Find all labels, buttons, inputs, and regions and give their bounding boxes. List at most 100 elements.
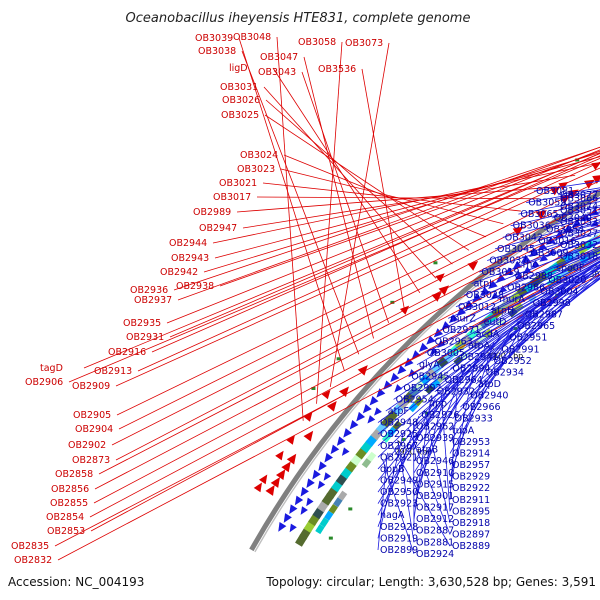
reverse-gene-label: OB3019: [481, 267, 519, 278]
leader-line-reverse: [413, 291, 557, 439]
forward-gene-label: OB3047: [260, 52, 298, 63]
reverse-gene-label: nagA: [380, 510, 405, 521]
leader-line-reverse: [533, 180, 600, 192]
forward-gene-label: OB2947: [199, 223, 237, 234]
reverse-gene-arrow: [349, 419, 359, 430]
reverse-gene-label: OB2923: [380, 499, 418, 510]
forward-gene-arrow: [265, 484, 275, 496]
reverse-gene-label: OB2986: [507, 283, 545, 294]
reverse-gene-label: dppB: [380, 464, 405, 475]
reverse-gene-label: OB2910: [416, 468, 454, 479]
forward-gene-label: OB2937: [134, 295, 172, 306]
cog-category-block: [424, 384, 435, 395]
leader-line-forward: [276, 36, 304, 421]
reverse-gene-arrow: [498, 285, 508, 294]
forward-gene-label: OB3024: [240, 150, 278, 161]
leader-line-reverse: [382, 458, 415, 554]
reverse-gene-label: OB2895: [452, 506, 490, 517]
scale-tick-label: 3000 kbp: [486, 352, 524, 361]
forward-gene-label: OB2854: [46, 512, 84, 523]
forward-gene-label: OB2855: [50, 498, 88, 509]
reverse-gene-label: atpB: [416, 445, 438, 456]
forward-gene-arrow: [303, 412, 313, 422]
forward-gene-label: OB3073: [345, 38, 383, 49]
reverse-gene-label: OB2963: [435, 337, 473, 348]
reverse-gene-label: OB2966: [462, 402, 500, 413]
reverse-gene-arrow: [306, 497, 314, 507]
reverse-gene-label: OB2945: [411, 371, 449, 382]
leader-line-reverse: [514, 274, 600, 327]
forward-gene-arrow: [258, 474, 268, 485]
leader-line-reverse: [413, 320, 519, 462]
cog-category-block: [495, 318, 506, 328]
reverse-gene-arrow: [324, 452, 333, 463]
rna-feature-marker: [575, 158, 580, 162]
leader-line-reverse: [546, 256, 600, 281]
reverse-gene-label: OB2987: [525, 310, 563, 321]
leader-line-forward: [116, 180, 600, 416]
reverse-gene-label: OB2924: [416, 549, 454, 560]
cog-category-block: [324, 510, 334, 521]
leader-line-reverse: [467, 270, 600, 396]
reverse-gene-label: tupA: [452, 425, 475, 436]
forward-gene-label: OB2943: [171, 253, 209, 264]
leader-line-reverse: [475, 274, 600, 385]
reverse-gene-label: OB2949: [380, 476, 418, 487]
reverse-gene-arrow: [490, 291, 500, 300]
leader-line-reverse: [449, 281, 571, 431]
leader-line-forward: [238, 37, 345, 371]
reverse-gene-label: atpH: [491, 306, 514, 317]
reverse-gene-label: OB3005: [427, 348, 465, 359]
forward-gene-arrow: [275, 469, 286, 481]
reverse-gene-arrow: [336, 436, 346, 446]
reverse-gene-label: atpI: [474, 279, 492, 290]
reverse-gene-label: upp: [429, 398, 447, 409]
forward-gene-label: OB2942: [160, 267, 198, 278]
reverse-gene-label: OB3059: [528, 198, 566, 209]
reverse-gene-arrow: [404, 357, 414, 367]
leader-line-forward: [93, 235, 600, 504]
reverse-gene-arrow: [426, 335, 436, 345]
reverse-gene-label: OB2939: [416, 433, 454, 444]
reverse-gene-arrow: [411, 350, 421, 360]
leader-line-forward: [263, 86, 437, 279]
reverse-gene-label: spo0F: [556, 263, 584, 274]
reverse-gene-arrow: [374, 407, 382, 416]
reverse-gene-label: OB2918: [452, 518, 490, 529]
leader-line-forward: [242, 174, 576, 229]
forward-gene-label: OB2938: [176, 281, 214, 292]
reverse-gene-arrow: [390, 372, 400, 383]
leader-line-reverse: [449, 358, 477, 489]
forward-gene-label: OB2935: [123, 318, 161, 329]
forward-gene-arrow: [536, 210, 547, 220]
leader-line-reverse: [510, 205, 600, 227]
forward-gene-arrow: [435, 273, 445, 283]
forward-gene-label: OB3025: [221, 110, 259, 121]
reverse-gene-label: OB2922: [452, 483, 490, 494]
forward-gene-label: OB2913: [94, 366, 132, 377]
leader-line-forward: [83, 153, 600, 369]
leader-line-reverse: [397, 440, 415, 543]
reverse-gene-label: OB3065: [520, 209, 558, 220]
reverse-gene-arrow: [318, 461, 327, 471]
reverse-gene-label: OB3018: [560, 252, 598, 263]
forward-gene-arrow: [286, 435, 295, 445]
reverse-gene-label: OB2887: [416, 526, 454, 537]
reverse-gene-arrow: [306, 478, 315, 489]
forward-gene-label: OB2906: [25, 377, 63, 388]
leader-line-reverse: [497, 253, 600, 300]
rna-feature-marker: [348, 507, 353, 511]
forward-gene-label: OB2931: [126, 332, 164, 343]
reverse-gene-arrow: [520, 254, 531, 264]
reverse-gene-label: OB2901: [416, 491, 454, 502]
cog-category-block: [361, 458, 372, 469]
forward-gene-label: OB2905: [73, 410, 111, 421]
forward-gene-label: tagD: [40, 363, 63, 374]
reverse-gene-label: atpF: [388, 406, 409, 417]
forward-gene-label: OB2904: [75, 424, 113, 435]
leader-line-reverse: [377, 434, 404, 539]
forward-gene-arrow: [281, 461, 291, 473]
reverse-gene-label: atpA: [468, 340, 491, 351]
forward-gene-label: OB3043: [258, 67, 296, 78]
reverse-gene-label: OB3074: [560, 201, 598, 212]
